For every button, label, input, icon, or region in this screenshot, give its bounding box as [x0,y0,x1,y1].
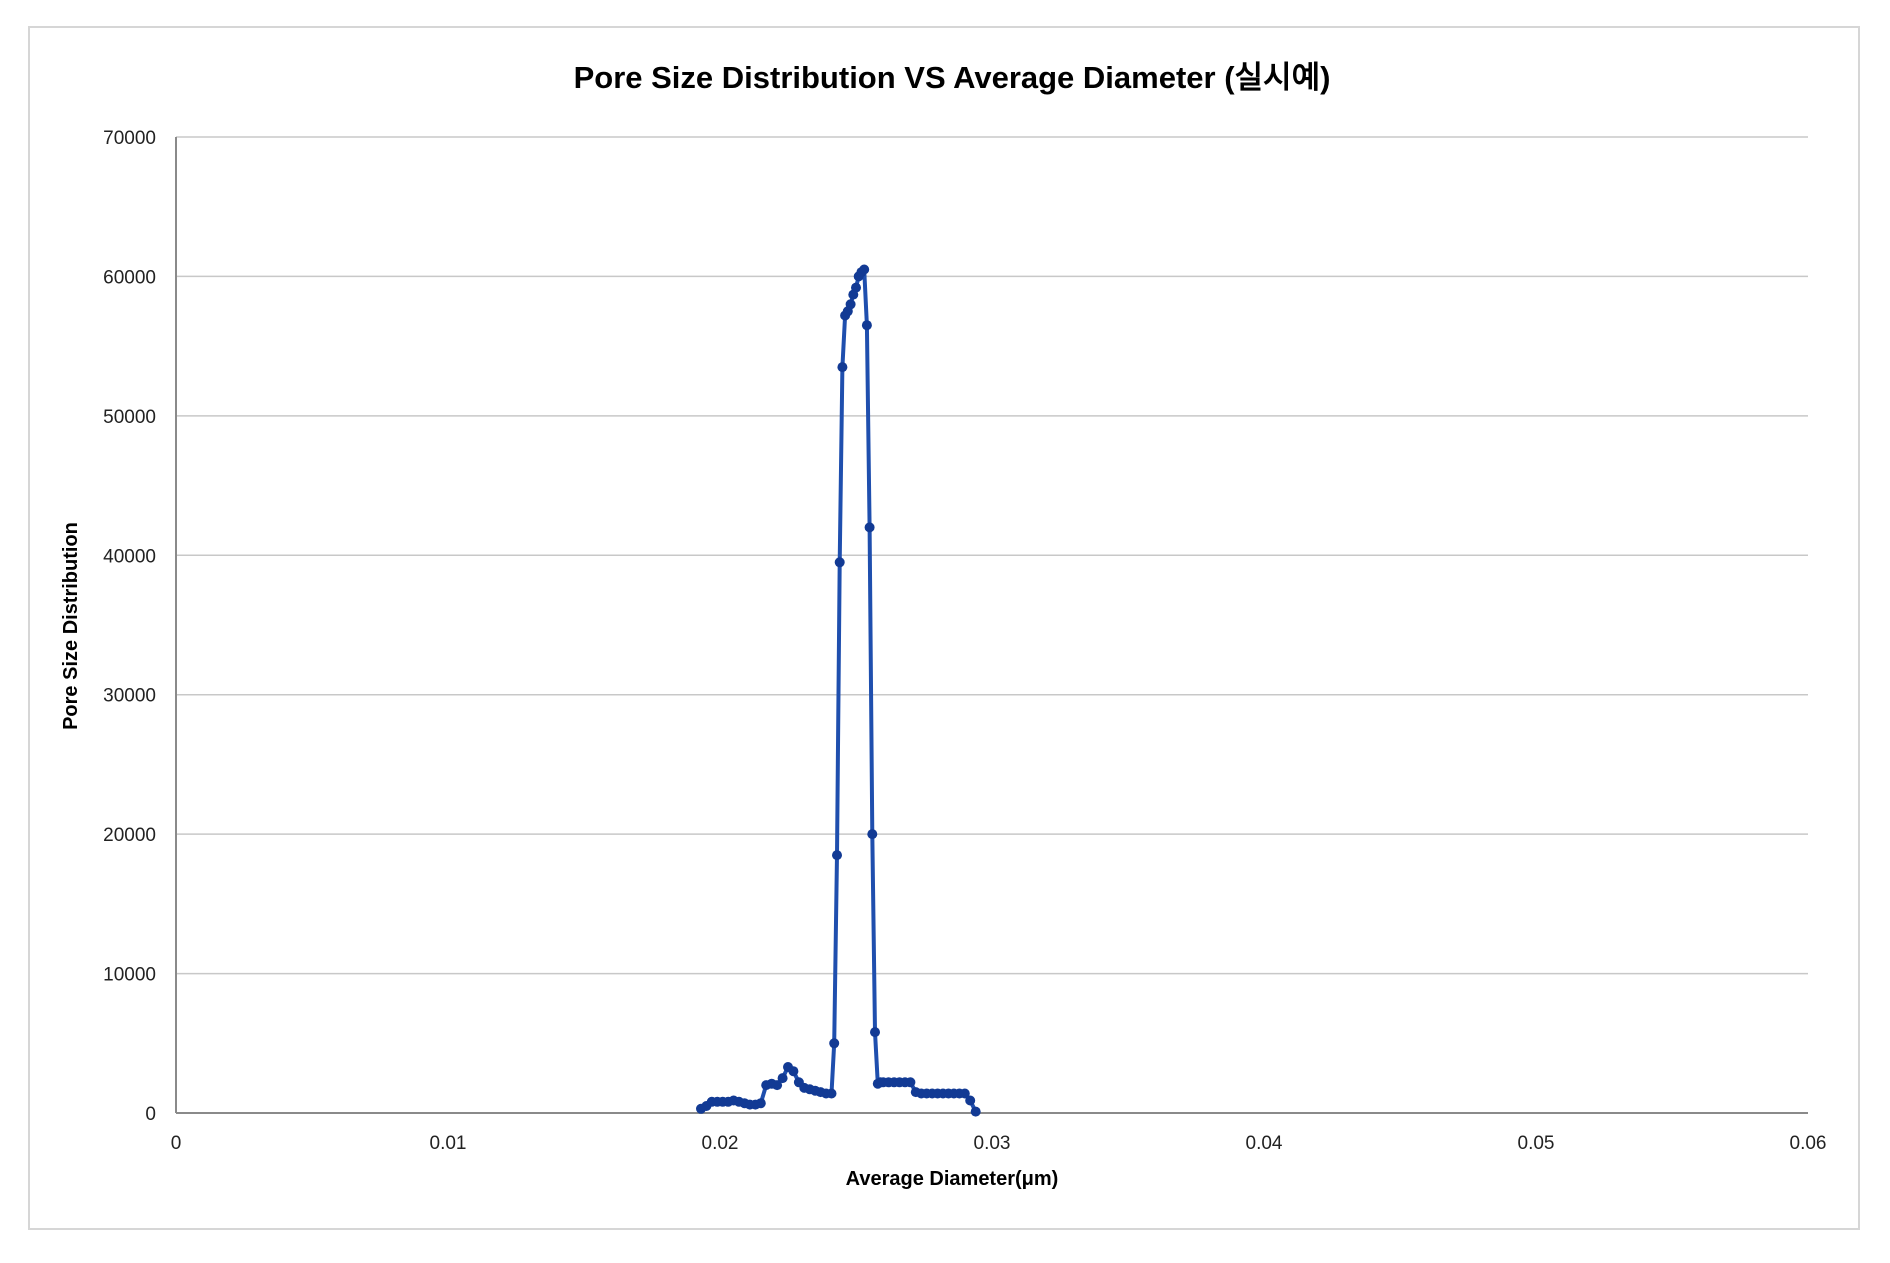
x-tick-label: 0 [171,1133,182,1154]
x-tick-label: 0.02 [702,1133,739,1154]
axes [175,137,1808,1114]
data-point [788,1066,799,1077]
chart-frame: Pore Size Distribution VS Average Diamet… [28,26,1860,1230]
y-tick-label: 0 [145,1104,156,1125]
data-point [777,1073,788,1084]
y-axis-label: Pore Size Distribution [60,522,82,730]
data-point [834,557,845,568]
data-point [861,320,872,331]
data-point [832,850,842,861]
data-point [864,522,875,533]
data-point [870,1027,880,1038]
x-tick-label: 0.06 [1790,1133,1827,1154]
y-tick-label: 40000 [103,546,156,567]
data-point [851,282,861,293]
data-point [837,362,848,373]
y-tick-label: 10000 [103,965,156,986]
y-tick-label: 20000 [103,825,156,846]
grid-lines [176,136,1808,975]
data-point [845,299,856,310]
data-point [755,1098,766,1109]
y-tick-label: 30000 [103,686,156,707]
x-tick-label: 0.01 [430,1133,467,1154]
data-point [965,1095,976,1106]
data-point [959,1088,970,1099]
data-point [859,264,870,275]
y-tick-label: 70000 [103,128,156,149]
y-tick-labels: 0 10000 20000 30000 40000 50000 60000 70000 [103,128,156,1125]
x-tick-label: 0.04 [1246,1133,1283,1154]
x-tick-label: 0.05 [1518,1133,1555,1154]
data-points [696,264,981,1117]
y-tick-label: 50000 [103,407,156,428]
chart-title: Pore Size Distribution VS Average Diamet… [574,60,1331,95]
x-tick-label: 0.03 [974,1133,1011,1154]
data-point [829,1038,840,1049]
y-tick-label: 60000 [103,267,156,288]
data-point [905,1077,916,1088]
x-tick-labels: 0 0.01 0.02 0.03 0.04 0.05 0.06 [171,1133,1827,1154]
data-point [772,1080,783,1091]
x-axis-label: Average Diameter(μm) [846,1168,1059,1190]
data-point [970,1106,981,1117]
data-point [867,829,878,840]
series-line [700,267,978,1113]
chart-svg: Pore Size Distribution VS Average Diamet… [60,60,1827,1190]
data-point [826,1088,837,1099]
